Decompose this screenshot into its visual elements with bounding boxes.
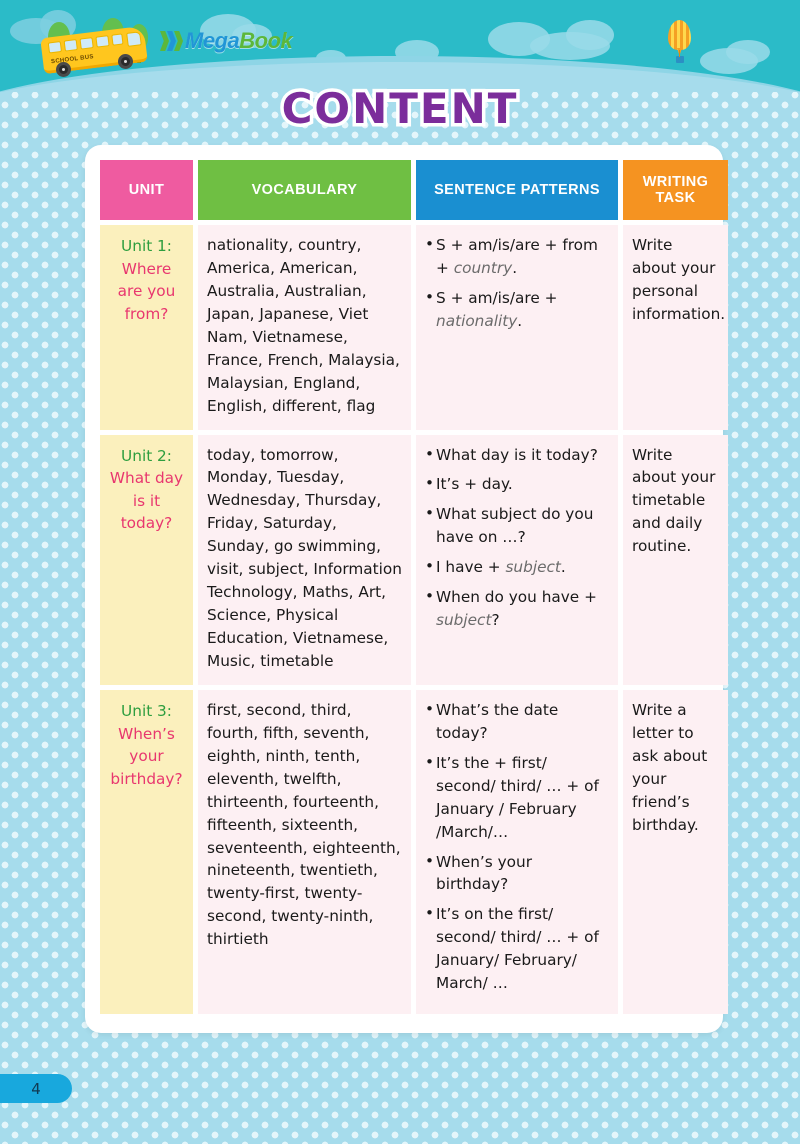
sentence-pattern-item: S + am/is/are + nationality. [425,286,609,333]
sentence-pattern-item: What’s the date today? [425,698,609,745]
logo-chevron-icons [160,31,183,51]
cell-sentence-patterns: S + am/is/are + from + country. S + am/is… [416,225,618,430]
sentence-pattern-item: What day is it today? [425,443,609,467]
cell-sentence-patterns: What day is it today? It’s + day. What sub… [416,434,618,685]
unit-number: Unit 1: [121,237,172,255]
sentence-pattern-item: I have + subject. [425,555,609,579]
cloud-icon [726,40,770,64]
column-header-writing-task: WRITING TASK [623,160,728,220]
page-title: CONTENT [278,84,520,133]
table-row: Unit 2: What day is it today? today, tomor… [100,434,728,685]
cell-unit: Unit 1: Where are you from? [100,225,193,430]
cell-vocabulary: nationality, country, America, American,… [198,225,411,430]
table-header-row: UNIT VOCABULARY SENTENCE PATTERNS WRITIN… [100,160,728,220]
hot-air-balloon-icon [668,20,692,66]
cell-vocabulary: today, tomorrow, Monday, Tuesday, Wednes… [198,434,411,685]
unit-question: When’s your birthday? [110,724,183,788]
unit-question: What day is it today? [109,469,184,533]
megabook-logo[interactable]: MegaBook [160,28,293,54]
cell-unit: Unit 3: When’s your birthday? [100,689,193,1015]
school-bus-illustration: SCHOOL BUS [26,14,166,86]
writing-task-line-1: WRITING [642,174,709,190]
sentence-pattern-item: It’s + day. [425,472,609,496]
writing-task-line-2: TASK [655,190,696,206]
column-header-sentence-patterns: SENTENCE PATTERNS [416,160,618,220]
table-row: Unit 1: Where are you from? nationality, c… [100,225,728,430]
sentence-pattern-list: What’s the date today? It’s the + first/ … [425,698,609,995]
cloud-icon [232,24,272,48]
unit-number: Unit 2: [121,446,172,465]
bus-wheel [118,54,133,69]
column-header-vocabulary: VOCABULARY [198,160,411,220]
sentence-pattern-item: When do you have + subject? [425,585,609,632]
table-body: Unit 1: Where are you from? nationality, c… [100,225,728,1015]
unit-number: Unit 3: [121,701,172,720]
unit-question: Where are you from? [117,259,176,323]
sentence-pattern-item: When’s your birthday? [425,850,609,897]
sentence-pattern-list: S + am/is/are + from + country. S + am/is… [425,233,609,333]
table-row: Unit 3: When’s your birthday? first, secon… [100,689,728,1015]
logo-text-mega: Mega [185,28,240,53]
cell-unit: Unit 2: What day is it today? [100,434,193,685]
cell-writing-task: Write a letter to ask about your friend’… [623,689,728,1015]
logo-text: MegaBook [185,28,293,54]
sentence-pattern-item: S + am/is/are + from + country. [425,233,609,280]
sentence-pattern-item: It’s on the first/ second/ third/ … + of… [425,902,609,995]
bus-wheel [56,62,71,77]
logo-text-book: Book [239,28,293,53]
sentence-pattern-item: What subject do you have on …? [425,502,609,549]
cell-sentence-patterns: What’s the date today? It’s the + first/ … [416,689,618,1015]
sentence-pattern-list: What day is it today? It’s + day. What sub… [425,443,609,633]
content-table: UNIT VOCABULARY SENTENCE PATTERNS WRITIN… [95,155,733,1019]
cloud-icon [566,20,614,50]
column-header-unit: UNIT [100,160,193,220]
cell-writing-task: Write about your personal information. [623,225,728,430]
cell-writing-task: Write about your timetable and daily rou… [623,434,728,685]
header-banner: SCHOOL BUS MegaBook [0,0,800,92]
page-number-badge: 4 [0,1074,72,1103]
cell-vocabulary: first, second, third, fourth, fifth, sev… [198,689,411,1015]
sentence-pattern-item: It’s the + first/ second/ third/ … + of … [425,751,609,844]
